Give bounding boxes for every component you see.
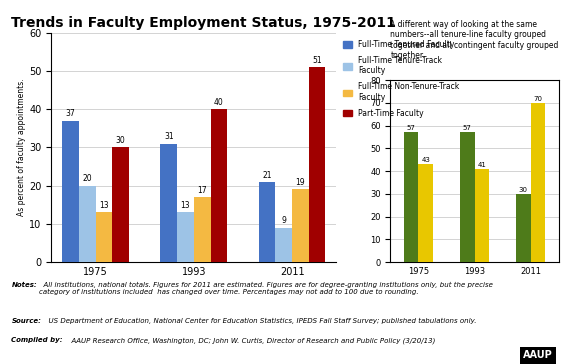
Text: 30: 30 xyxy=(519,187,528,193)
Text: 20: 20 xyxy=(82,174,92,183)
Text: A different way of looking at the same
numbers--all tenure-line faculty grouped
: A different way of looking at the same n… xyxy=(390,20,559,60)
Text: 70: 70 xyxy=(534,96,543,102)
Text: 41: 41 xyxy=(477,162,486,168)
Bar xyxy=(79,186,96,262)
Text: 57: 57 xyxy=(407,125,416,131)
Bar xyxy=(275,228,292,262)
Text: Notes:: Notes: xyxy=(11,282,37,288)
Text: 9: 9 xyxy=(281,216,286,225)
Text: 13: 13 xyxy=(181,201,190,210)
Text: 30: 30 xyxy=(116,136,125,145)
Text: Compiled by:: Compiled by: xyxy=(11,337,63,343)
Text: 31: 31 xyxy=(164,132,173,141)
Text: 51: 51 xyxy=(312,56,322,65)
Y-axis label: As percent of faculty appointments.: As percent of faculty appointments. xyxy=(18,79,26,216)
Text: AAUP Research Office, Washington, DC; John W. Curtis, Director of Research and P: AAUP Research Office, Washington, DC; Jo… xyxy=(67,337,435,344)
Bar xyxy=(62,120,79,262)
Text: 37: 37 xyxy=(66,109,75,118)
Bar xyxy=(292,189,309,262)
Text: 57: 57 xyxy=(463,125,472,131)
Bar xyxy=(210,109,227,262)
Bar xyxy=(112,147,129,262)
Bar xyxy=(516,194,531,262)
Bar xyxy=(531,103,545,262)
Bar xyxy=(418,164,433,262)
Text: US Department of Education, National Center for Education Statistics, IPEDS Fall: US Department of Education, National Cen… xyxy=(44,318,477,324)
Text: 40: 40 xyxy=(214,98,224,107)
Text: 21: 21 xyxy=(262,170,272,179)
Bar xyxy=(404,132,418,262)
Text: 17: 17 xyxy=(197,186,207,195)
Text: 43: 43 xyxy=(421,157,430,163)
Text: 13: 13 xyxy=(99,201,109,210)
Text: Trends in Faculty Employment Status, 1975-2011: Trends in Faculty Employment Status, 197… xyxy=(11,16,396,30)
Text: AAUP: AAUP xyxy=(523,351,553,360)
Bar xyxy=(160,143,177,262)
Bar xyxy=(309,67,325,262)
Bar xyxy=(96,212,112,262)
Text: 19: 19 xyxy=(296,178,306,187)
Bar xyxy=(177,212,194,262)
Text: Source:: Source: xyxy=(11,318,41,324)
Bar xyxy=(474,169,489,262)
Bar xyxy=(259,182,275,262)
Legend: Full-Time Tenured Faculty, Full-Time Tenure-Track
Faculty, Full-Time Non-Tenure-: Full-Time Tenured Faculty, Full-Time Ten… xyxy=(343,40,459,118)
Bar xyxy=(460,132,474,262)
Text: All institutions, national totals. Figures for 2011 are estimated. Figures are f: All institutions, national totals. Figur… xyxy=(39,282,492,295)
Bar xyxy=(194,197,210,262)
